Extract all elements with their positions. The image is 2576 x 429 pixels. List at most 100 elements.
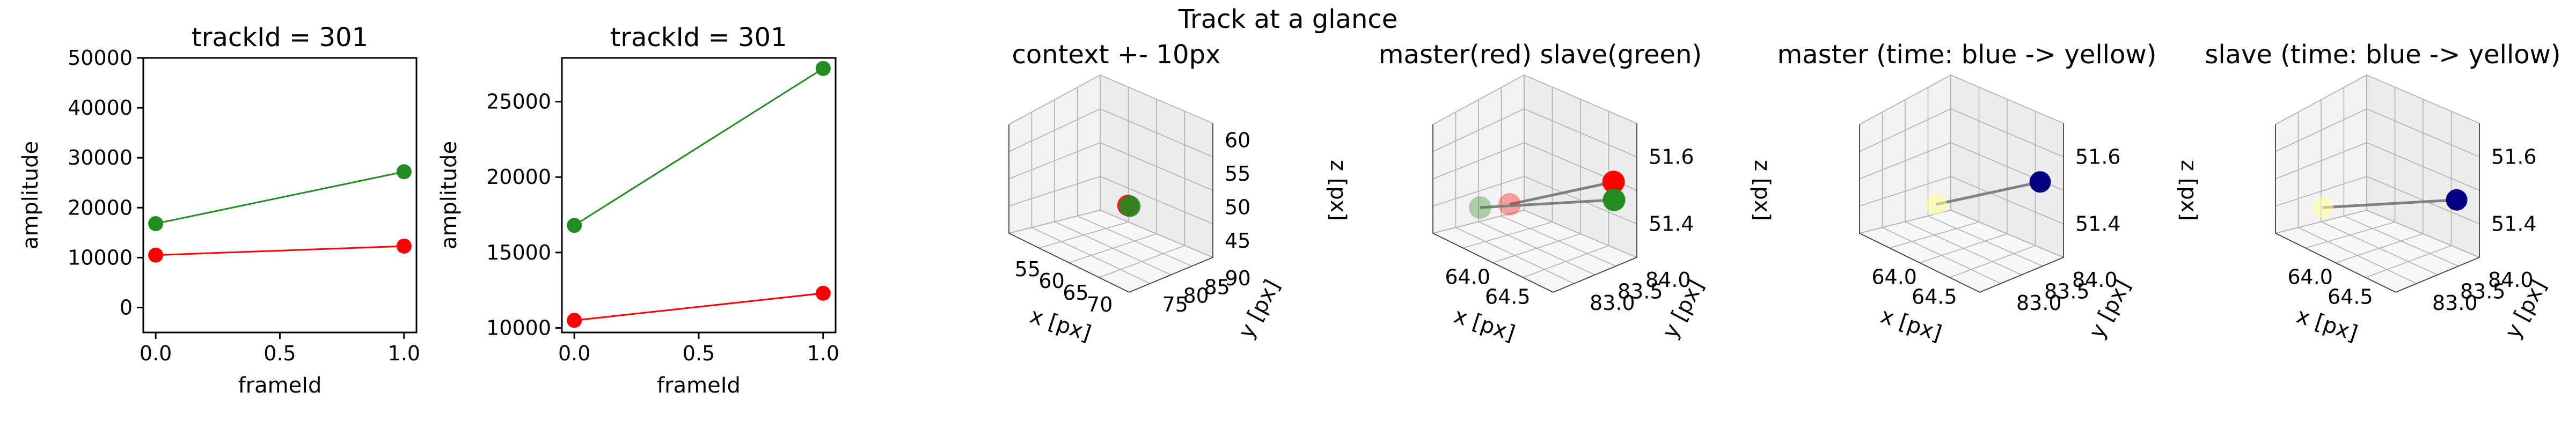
scatter-point xyxy=(2446,189,2468,211)
scatter-point xyxy=(2312,196,2333,218)
wall-grid xyxy=(1008,75,1101,125)
y-tick-label: 30000 xyxy=(68,146,133,169)
data-point xyxy=(148,216,164,232)
series-line-1 xyxy=(574,68,824,226)
x-tick-label: 64.0 xyxy=(1871,265,1917,289)
wall-grid xyxy=(1432,75,1525,125)
x-tick-label: 1.0 xyxy=(807,342,839,365)
x-tick-label: 64.0 xyxy=(1445,265,1490,289)
wall-grid xyxy=(1524,108,1637,158)
panel-title: trackId = 301 xyxy=(610,23,787,53)
scatter3d-panel-4: slave (time: blue -> yellow) 64.064.5 83.0… xyxy=(2205,40,2560,346)
x-tick-label: 64.5 xyxy=(1912,285,1957,308)
series-line-2 xyxy=(574,292,823,321)
x-tick-label: 0.5 xyxy=(683,342,715,365)
z-tick-label: 55 xyxy=(1225,162,1250,186)
wall-grid xyxy=(1859,108,1951,152)
floor-grid xyxy=(1478,221,1596,276)
floor-grid xyxy=(1100,210,1213,258)
scatter-point-slave xyxy=(1469,196,1491,219)
x-axis-label: x [px] xyxy=(2293,304,2360,346)
data-point xyxy=(815,285,831,301)
y-tick-label: 15000 xyxy=(486,241,551,264)
z-tick-label: 50 xyxy=(1225,195,1250,219)
x-tick-label: 60 xyxy=(1038,269,1064,293)
y-tick-label: 83.5 xyxy=(2460,280,2506,304)
y-tick-label: 83.0 xyxy=(2432,291,2478,315)
line-panel-2: trackId = 301 0.0 0.5 1.0 10000 15000 20000 250… xyxy=(437,23,839,398)
z-tick-label: 51.4 xyxy=(1649,212,1694,236)
floor-grid xyxy=(1928,216,2043,267)
x-tick-label: 0.0 xyxy=(558,342,590,365)
y-tick-label: 80 xyxy=(1183,284,1209,308)
panel-title: trackId = 301 xyxy=(192,23,368,53)
y-tick-label: 83.0 xyxy=(1590,291,1635,315)
scatter-point xyxy=(1119,195,1141,217)
data-point xyxy=(148,247,164,263)
z-tick-label: 51.6 xyxy=(2491,145,2537,169)
x-axis-label: frameId xyxy=(238,373,322,398)
wall-grid xyxy=(2275,75,2367,125)
x-axis-label: x [px] xyxy=(1027,304,1094,346)
axis-edges xyxy=(2275,123,2480,293)
y-tick-label: 25000 xyxy=(486,90,551,114)
y-tick-label: 83.0 xyxy=(2016,291,2062,315)
plot-frame xyxy=(142,57,418,334)
panel-title: slave (time: blue -> yellow) xyxy=(2205,40,2560,70)
y-tick-label: 40000 xyxy=(68,96,133,120)
y-tick-label: 20000 xyxy=(68,196,133,219)
y-tick-label: 84.0 xyxy=(1645,268,1691,292)
x-tick-label: 64.0 xyxy=(2287,265,2333,289)
y-tick-label: 84.0 xyxy=(2072,268,2118,292)
floor-grid xyxy=(1524,210,1637,258)
floor-grid xyxy=(1949,245,2036,278)
x-tick-label: 55 xyxy=(1015,257,1041,281)
data-point xyxy=(396,164,412,180)
scatter3d-panel-2: master(red) slave(green) 64.064.5 83.083.5… xyxy=(1379,40,1774,346)
z-tick-label: 45 xyxy=(1225,229,1250,253)
x-axis-label: frameId xyxy=(657,373,741,398)
series-line-2 xyxy=(156,245,404,256)
z-axis-label: z [px] xyxy=(2176,160,2201,221)
z-tick-label: 60 xyxy=(1225,128,1250,152)
scatter-point-master xyxy=(1602,171,1625,194)
z-tick-label: 51.4 xyxy=(2491,212,2537,236)
axis-edges xyxy=(1859,123,2064,293)
data-point xyxy=(567,218,582,233)
data-point xyxy=(815,61,831,76)
x-tick-label: 64.5 xyxy=(1485,285,1531,308)
x-tick-label: 65 xyxy=(1063,281,1088,305)
track-line xyxy=(1509,180,1614,206)
floor-grid xyxy=(1523,245,1609,278)
wall-grid xyxy=(1008,108,1101,152)
z-tick-label: 51.4 xyxy=(2075,212,2121,236)
y-tick-label: 0 xyxy=(120,295,133,319)
wall-grid xyxy=(1859,75,1951,125)
wall-grid xyxy=(1100,75,1213,124)
floor-grid xyxy=(1950,210,2064,258)
axis-edges xyxy=(1432,123,1637,293)
wall-grid xyxy=(2275,108,2367,152)
track-line xyxy=(1480,198,1614,209)
y-tick-label: 90 xyxy=(1225,267,1251,290)
x-tick-label: 0.0 xyxy=(140,342,172,365)
y-tick-label: 75 xyxy=(1162,293,1188,316)
panel-title: master(red) slave(green) xyxy=(1379,40,1702,70)
z-tick-label: 51.6 xyxy=(2075,145,2121,169)
x-tick-label: 1.0 xyxy=(388,342,420,365)
y-tick-label: 85 xyxy=(1204,275,1230,299)
panel-title: master (time: blue -> yellow) xyxy=(1777,40,2157,70)
track-line xyxy=(2322,198,2457,209)
z-tick-label: 51.6 xyxy=(1649,145,1694,169)
y-axis-label: amplitude xyxy=(437,141,462,249)
wall-grid xyxy=(2366,108,2480,158)
x-tick-label: 70 xyxy=(1087,293,1113,316)
y-tick-label: 83.5 xyxy=(2044,280,2090,304)
wall-grid xyxy=(1950,75,2064,124)
scatter3d-panel-3: master (time: blue -> yellow) 64.064.5 83.… xyxy=(1777,40,2201,346)
z-axis-label: z [px] xyxy=(1750,160,1774,221)
plot-frame xyxy=(561,57,837,334)
x-tick-label: 64.5 xyxy=(2328,285,2373,308)
